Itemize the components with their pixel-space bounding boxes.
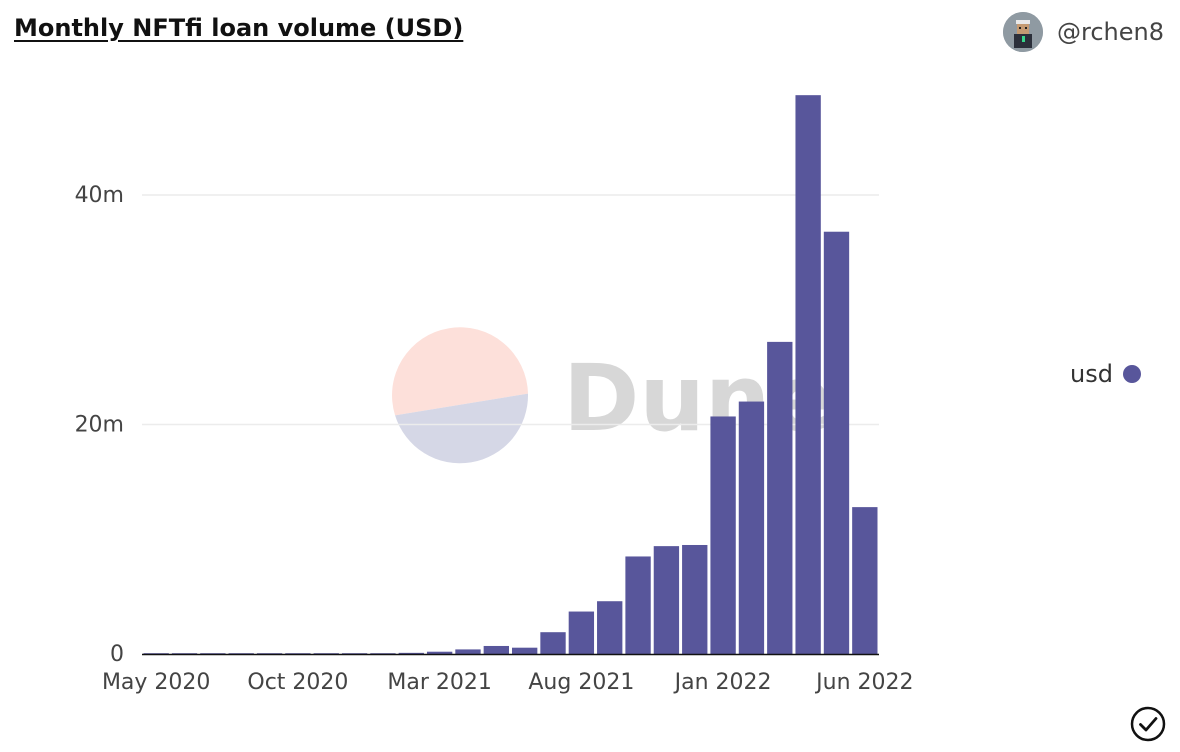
bar-2021-12[interactable] bbox=[682, 544, 708, 654]
bar-2020-07[interactable] bbox=[200, 653, 226, 654]
dune-watermark: Dune bbox=[392, 327, 833, 464]
check-circle-icon[interactable] bbox=[1130, 706, 1166, 742]
bar-2020-12[interactable] bbox=[341, 653, 368, 654]
bar-2021-10[interactable] bbox=[625, 556, 651, 654]
bar-2022-06[interactable] bbox=[852, 507, 878, 654]
bar-2020-08[interactable] bbox=[228, 653, 254, 654]
x-tick-label-0: May 2020 bbox=[102, 670, 210, 695]
legend-dot-icon bbox=[1122, 365, 1141, 383]
bar-2021-07[interactable] bbox=[540, 632, 566, 654]
bar-2022-04[interactable] bbox=[795, 95, 821, 655]
watermark-logo-top bbox=[392, 327, 528, 416]
bar-2020-05[interactable] bbox=[143, 653, 169, 654]
y-tick-label-1: 20m bbox=[75, 413, 124, 438]
bar-2021-01[interactable] bbox=[370, 653, 396, 654]
legend-label: usd bbox=[1070, 360, 1113, 388]
chart-title[interactable]: Monthly NFTfi loan volume (USD) bbox=[14, 14, 464, 42]
bar-2020-10[interactable] bbox=[285, 653, 311, 654]
avatar-icon bbox=[1003, 12, 1043, 52]
bar-2022-01[interactable] bbox=[710, 416, 736, 654]
bar-2021-03[interactable] bbox=[426, 651, 453, 654]
x-tick-label-2: Mar 2021 bbox=[387, 670, 492, 695]
author-name: @rchen8 bbox=[1057, 18, 1164, 46]
x-tick-label-4: Jan 2022 bbox=[673, 670, 772, 695]
bar-2021-05[interactable] bbox=[483, 645, 509, 654]
x-axis-labels: May 2020 Oct 2020 Mar 2021 Aug 2021 Jan 2022… bbox=[102, 670, 914, 695]
x-tick-label-5: Jun 2022 bbox=[814, 670, 913, 695]
bar-2020-06[interactable] bbox=[171, 653, 198, 654]
x-tick-label-3: Aug 2021 bbox=[528, 670, 634, 695]
bars bbox=[143, 95, 878, 655]
x-tick-label-1: Oct 2020 bbox=[247, 670, 348, 695]
bar-2021-09[interactable] bbox=[597, 601, 623, 654]
bar-2022-03[interactable] bbox=[767, 341, 793, 654]
y-tick-label-0: 0 bbox=[110, 642, 124, 667]
bar-2021-06[interactable] bbox=[512, 647, 538, 654]
y-tick-label-2: 40m bbox=[75, 183, 124, 208]
bar-2020-09[interactable] bbox=[256, 653, 283, 654]
watermark-logo-bottom bbox=[395, 393, 529, 464]
bar-2021-11[interactable] bbox=[653, 546, 680, 654]
author-link[interactable]: @rchen8 bbox=[1003, 12, 1164, 52]
bar-2021-04[interactable] bbox=[455, 649, 481, 654]
bar-2020-11[interactable] bbox=[313, 653, 339, 654]
y-axis-labels: 0 20m 40m bbox=[75, 183, 124, 667]
legend[interactable]: usd bbox=[1070, 360, 1141, 388]
bar-2021-02[interactable] bbox=[398, 652, 424, 654]
bar-2022-05[interactable] bbox=[823, 231, 850, 654]
bar-2021-08[interactable] bbox=[568, 611, 595, 654]
bar-2022-02[interactable] bbox=[738, 401, 765, 654]
